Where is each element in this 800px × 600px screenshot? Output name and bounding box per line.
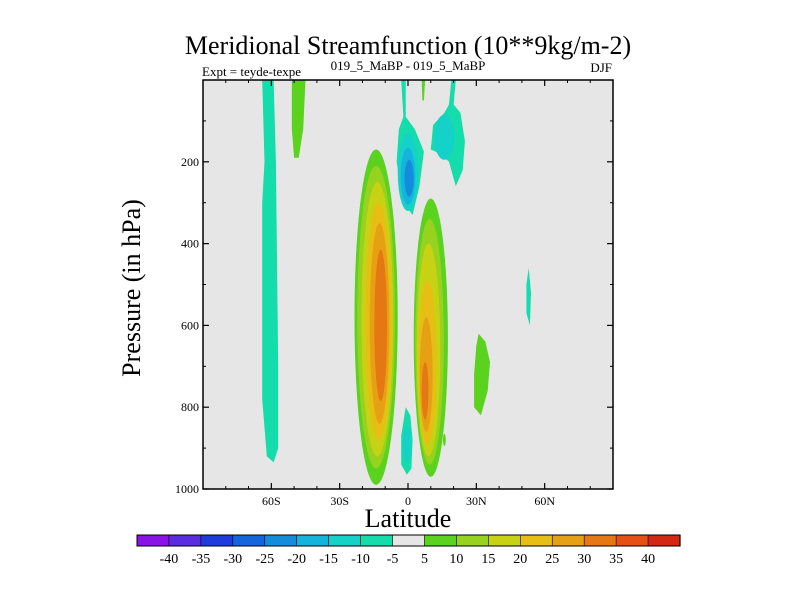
- colorbar-label: -30: [223, 552, 242, 567]
- colorbar-swatch: [360, 534, 394, 547]
- colorbar-swatch: [168, 534, 202, 547]
- contour-nh-surface-positive: [443, 433, 446, 446]
- y-tick-label: 200: [181, 155, 199, 169]
- x-tick-label: 60N: [534, 494, 555, 508]
- colorbar-label: -5: [387, 552, 399, 567]
- colorbar-label: -35: [192, 552, 211, 567]
- colorbar-label: 15: [481, 552, 495, 567]
- contour-eq-upper-positive-sliver: [421, 80, 426, 101]
- colorbar-label: 35: [609, 552, 623, 567]
- colorbar-swatch: [647, 534, 681, 547]
- x-axis-title: Latitude: [365, 504, 452, 533]
- center-string: 019_5_MaBP - 019_5_MaBP: [331, 58, 486, 73]
- colorbar-label: -15: [319, 552, 338, 567]
- x-tick-label: 60S: [262, 494, 281, 508]
- y-axis-title: Pressure (in hPa): [117, 199, 146, 377]
- contour-eq-upper-level-20: [404, 159, 414, 197]
- colorbar-swatch: [328, 534, 362, 547]
- x-tick-label: 0: [405, 494, 411, 508]
- colorbar-swatch: [551, 534, 585, 547]
- colorbar-swatch: [136, 534, 170, 547]
- x-tick-label: 30N: [466, 494, 487, 508]
- colorbar-swatch: [296, 534, 330, 547]
- colorbar-label: 40: [641, 552, 655, 567]
- colorbar-swatch: [424, 534, 458, 547]
- y-tick-label: 600: [181, 318, 199, 332]
- colorbar-swatch: [583, 534, 617, 547]
- colorbar-label: 20: [513, 552, 527, 567]
- colorbar-swatch: [519, 534, 553, 547]
- colorbar-label: -20: [287, 552, 306, 567]
- colorbar-label: 25: [545, 552, 559, 567]
- colorbar-swatch: [200, 534, 234, 547]
- left-string: Expt = teyde-texpe: [202, 64, 301, 79]
- contour-nh-highlat-negative: [526, 268, 531, 326]
- contour-nh-upper-level-10: [434, 114, 455, 160]
- contour-sh-upper-positive: [291, 80, 306, 158]
- colorbar: -40 -35 -30 -25 -20 -15 -10 -5 5 10 15 20 25 30 35 40: [136, 534, 681, 567]
- colorbar-label: -10: [351, 552, 370, 567]
- chart-title: Meridional Streamfunction (10**9kg/m-2): [185, 31, 631, 60]
- colorbar-frame: [136, 534, 681, 547]
- colorbar-swatch: [456, 534, 489, 547]
- colorbar-swatch: [392, 534, 426, 547]
- y-tick-label: 1000: [175, 482, 199, 496]
- colorbar-swatch: [232, 534, 266, 547]
- contour-eq-lower-level-10: [402, 425, 411, 463]
- plot-area: [203, 80, 613, 489]
- contour-nh-midlevel-positive: [474, 333, 490, 416]
- axes: 60S 30S 0 30N 60N 200 400 600 800 1000: [175, 79, 614, 508]
- y-tick-label: 400: [181, 237, 199, 251]
- x-tick-label: 30S: [330, 494, 349, 508]
- colorbar-label: 10: [449, 552, 463, 567]
- colorbar-swatch: [488, 534, 521, 547]
- contour-sh-hadley-level-30: [374, 249, 388, 402]
- colorbar-label: -40: [160, 552, 179, 567]
- colorbar-label: 30: [577, 552, 591, 567]
- right-string: DJF: [590, 60, 612, 75]
- colorbar-label: 5: [421, 552, 428, 567]
- colorbar-swatch: [615, 534, 649, 547]
- colorbar-swatch: [264, 534, 298, 547]
- colorbar-label: -25: [255, 552, 274, 567]
- y-tick-label: 800: [181, 400, 199, 414]
- contour-sh-subtropical-negative: [262, 80, 279, 463]
- contour-nh-hadley-level-30: [421, 362, 429, 420]
